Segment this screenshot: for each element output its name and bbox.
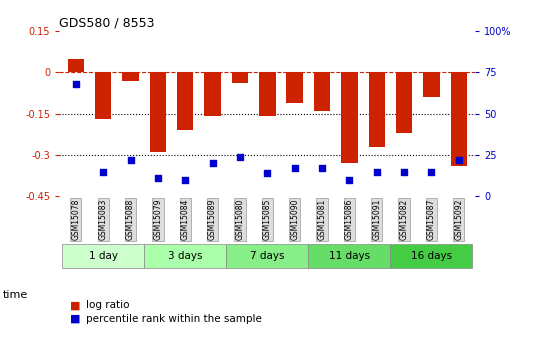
Point [71,81,80,87]
Text: time: time [3,290,28,300]
Text: GSM15082: GSM15082 [400,199,409,240]
FancyBboxPatch shape [226,244,308,268]
Text: GSM15086: GSM15086 [345,199,354,240]
Bar [177,72,193,130]
Text: ■: ■ [70,314,80,324]
Text: 1 day: 1 day [89,251,118,261]
FancyBboxPatch shape [390,244,472,268]
Text: GSM15083: GSM15083 [99,199,107,240]
Point [235,154,244,159]
Text: 11 days: 11 days [329,251,370,261]
Point [318,166,326,171]
Text: GSM15079: GSM15079 [153,199,163,240]
Bar [123,72,139,81]
Point [181,177,190,183]
Text: GSM15092: GSM15092 [454,199,463,240]
FancyBboxPatch shape [308,244,390,268]
Text: 3 days: 3 days [168,251,202,261]
Text: percentile rank within the sample: percentile rank within the sample [86,314,262,324]
Text: GDS580 / 8553: GDS580 / 8553 [59,17,155,30]
Point [126,157,135,163]
Point [345,177,354,183]
Bar [204,72,221,117]
Point [208,160,217,166]
Bar [150,72,166,152]
Text: GSM15085: GSM15085 [263,199,272,240]
Bar [259,72,275,117]
Text: GSM15090: GSM15090 [290,199,299,240]
Bar [450,72,467,166]
Text: GSM15084: GSM15084 [181,199,190,240]
Text: GSM15089: GSM15089 [208,199,217,240]
Text: ■: ■ [70,300,80,310]
Point [373,169,381,174]
Point [427,169,436,174]
Bar [68,59,84,72]
FancyBboxPatch shape [62,244,144,268]
Bar [341,72,357,163]
Bar [368,72,385,147]
Point [263,170,272,176]
Bar [396,72,412,133]
Point [400,169,408,174]
Text: GSM15087: GSM15087 [427,199,436,240]
Bar [286,72,303,103]
Text: GSM15088: GSM15088 [126,199,135,240]
Point [99,169,107,174]
FancyBboxPatch shape [144,244,226,268]
Point [455,157,463,163]
Text: 16 days: 16 days [411,251,452,261]
Bar [423,72,440,97]
Bar [314,72,330,111]
Text: GSM15080: GSM15080 [235,199,245,240]
Text: GSM15078: GSM15078 [71,199,80,240]
Text: GSM15091: GSM15091 [372,199,381,240]
Text: GSM15081: GSM15081 [318,199,327,240]
Bar [232,72,248,83]
Point [153,175,162,181]
Point [291,166,299,171]
Text: log ratio: log ratio [86,300,130,310]
Bar [95,72,111,119]
Text: 7 days: 7 days [250,251,285,261]
